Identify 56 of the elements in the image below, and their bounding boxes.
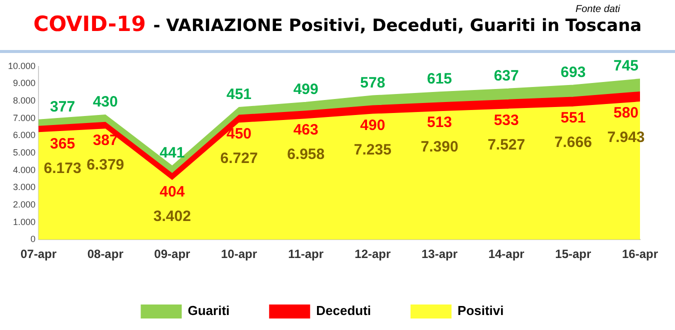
y-tick-label: 7.000 [12, 112, 36, 123]
x-tick-label: 07-apr [20, 247, 57, 262]
data-label: 578 [360, 74, 386, 92]
y-tick-label: 6.000 [12, 130, 36, 140]
y-tick-label: 4.000 [12, 164, 36, 175]
data-label: 490 [360, 116, 386, 134]
y-tick-label: 10.000 [8, 60, 36, 71]
data-label: 6.727 [220, 150, 258, 168]
data-label: 451 [226, 86, 252, 104]
data-label: 551 [560, 109, 586, 126]
data-label: 513 [426, 114, 452, 132]
data-label: 463 [293, 122, 318, 139]
y-tick-label: 2.000 [12, 199, 36, 210]
data-label: 615 [426, 70, 452, 88]
data-label: 7.666 [554, 134, 592, 151]
y-tick-label: 5.000 [12, 147, 36, 158]
data-label: 499 [293, 81, 318, 98]
chart-title: COVID-19 [33, 12, 146, 36]
legend-label: Deceduti [316, 303, 372, 318]
data-label: 6.173 [44, 160, 82, 177]
x-tick-label: 08-apr [87, 247, 124, 262]
source-note: Fonte dati [576, 4, 620, 15]
data-label: 533 [494, 112, 519, 129]
x-tick-label: 11-apr [288, 247, 324, 262]
legend-label: Positivi [458, 303, 504, 318]
x-tick-label: 12-apr [354, 247, 392, 262]
data-label: 7.527 [488, 136, 526, 154]
data-label: 6.958 [287, 146, 325, 164]
x-tick-label: 15-apr [555, 247, 592, 262]
data-label: 450 [226, 126, 252, 143]
data-label: 693 [560, 64, 586, 81]
y-tick-label: 0 [30, 234, 36, 244]
data-label: 3.402 [153, 208, 191, 225]
x-tick-label: 16-apr [622, 247, 658, 262]
x-tick-label: 09-apr [154, 247, 191, 262]
y-tick-label: 1.000 [12, 216, 36, 227]
x-tick-label: 10-apr [221, 247, 258, 262]
chart-subtitle: - VARIAZIONE Positivi, Deceduti, Guariti in Toscana [153, 16, 642, 36]
data-label: 365 [50, 135, 76, 152]
data-label: 7.235 [354, 141, 392, 158]
data-label: 6.379 [86, 156, 124, 174]
y-tick-label: 9.000 [12, 78, 36, 88]
legend-label: Guariti [188, 303, 230, 318]
data-label: 637 [494, 68, 519, 85]
data-label: 377 [50, 98, 76, 116]
y-tick-label: 8.000 [12, 96, 36, 106]
x-tick-label: 14-apr [488, 247, 525, 262]
data-label: 580 [613, 104, 639, 122]
data-label: 387 [92, 132, 118, 149]
x-tick-label: 13-apr [421, 247, 458, 262]
data-label: 404 [160, 183, 186, 200]
data-label: 745 [613, 58, 639, 75]
data-label: 7.390 [420, 138, 458, 156]
data-label: 430 [92, 94, 118, 111]
y-tick-label: 3.000 [12, 182, 36, 192]
data-label: 441 [160, 144, 185, 162]
